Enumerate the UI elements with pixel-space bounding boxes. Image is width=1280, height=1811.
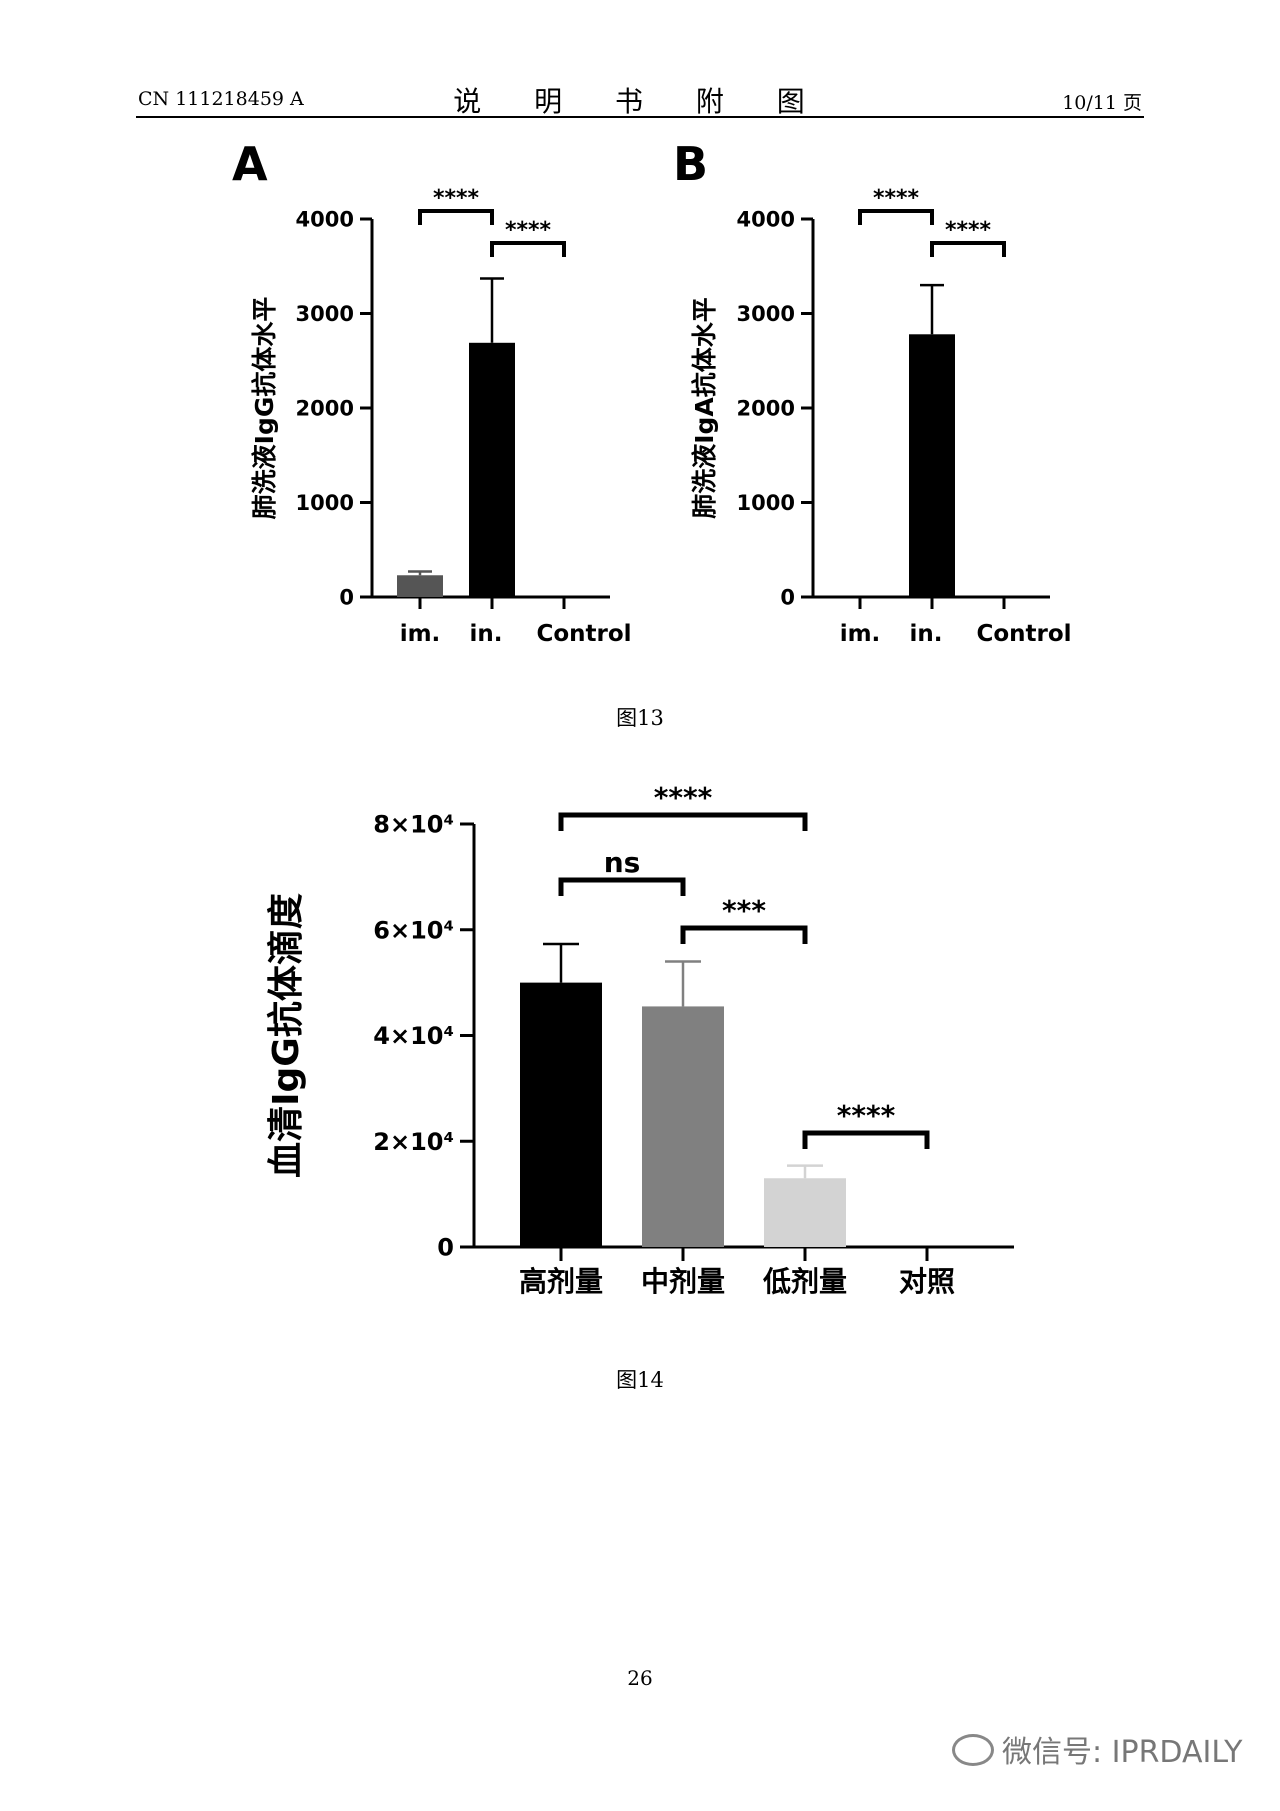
significance-bracket (930, 241, 1006, 257)
x-category-label: 对照 (899, 1265, 955, 1298)
page-title: 说 明 书 附 图 (453, 85, 827, 118)
x-category-label: im. (400, 621, 441, 647)
x-category-label: Control (536, 621, 631, 647)
y-tick-label: 4×10⁴ (373, 1022, 454, 1050)
y-tick-label: 0 (780, 586, 795, 610)
x-category-label: 高剂量 (519, 1265, 603, 1298)
significance-label: ns (604, 846, 641, 879)
y-tick-label: 1000 (296, 491, 354, 515)
watermark-text: 微信号: IPRDAILY (1002, 1735, 1243, 1770)
x-category-label: in. (910, 621, 943, 647)
significance-bracket (558, 877, 686, 896)
wechat-icon (952, 1734, 994, 1766)
y-tick-label: 0 (437, 1234, 454, 1262)
significance-label: **** (945, 218, 992, 243)
y-axis-label: 血清IgG抗体滴度 (265, 893, 307, 1178)
x-category-label: in. (470, 621, 503, 647)
figure-13-caption: 图13 (616, 706, 664, 730)
y-axis-label: 肺洗液IgA抗体水平 (690, 297, 719, 519)
y-axis-label: 肺洗液IgG抗体水平 (250, 297, 279, 520)
significance-bracket (490, 241, 566, 257)
y-tick-label: 2000 (296, 397, 354, 421)
bar (909, 334, 955, 597)
y-tick-label: 1000 (737, 491, 795, 515)
significance-bracket (680, 925, 808, 944)
significance-bracket (858, 209, 934, 225)
y-tick-label: 6×10⁴ (373, 916, 454, 944)
patent-number: CN 111218459 A (138, 88, 304, 110)
bar (764, 1178, 846, 1247)
page-count: 10/11 页 (1062, 92, 1142, 114)
y-tick-label: 2000 (737, 397, 795, 421)
y-tick-label: 4000 (737, 208, 795, 232)
x-category-label: im. (840, 621, 881, 647)
significance-bracket (418, 209, 494, 225)
x-category-label: Control (976, 621, 1071, 647)
y-tick-label: 8×10⁴ (373, 811, 454, 839)
y-tick-label: 0 (339, 586, 354, 610)
significance-label: **** (837, 1099, 896, 1132)
significance-label: **** (433, 186, 480, 211)
x-category-label: 低剂量 (762, 1265, 847, 1298)
significance-label: *** (722, 894, 766, 927)
bar (469, 342, 515, 597)
x-category-label: 中剂量 (641, 1265, 725, 1298)
header-divider (136, 116, 1144, 118)
watermark: 微信号: IPRDAILY (952, 1727, 1242, 1771)
panel-label: B (673, 137, 708, 191)
y-tick-label: 3000 (737, 302, 795, 326)
significance-label: **** (873, 186, 920, 211)
significance-bracket (802, 1130, 930, 1149)
y-tick-label: 4000 (296, 208, 354, 232)
significance-label: **** (654, 781, 713, 814)
significance-label: **** (505, 218, 552, 243)
panel-label: A (232, 137, 268, 191)
y-tick-label: 2×10⁴ (373, 1128, 454, 1156)
bar (642, 1006, 724, 1247)
bar (397, 575, 443, 597)
figure-14-caption: 图14 (616, 1368, 664, 1392)
page-number: 26 (627, 1666, 653, 1690)
y-tick-label: 3000 (296, 302, 354, 326)
bar (520, 982, 602, 1247)
significance-bracket (558, 812, 808, 831)
